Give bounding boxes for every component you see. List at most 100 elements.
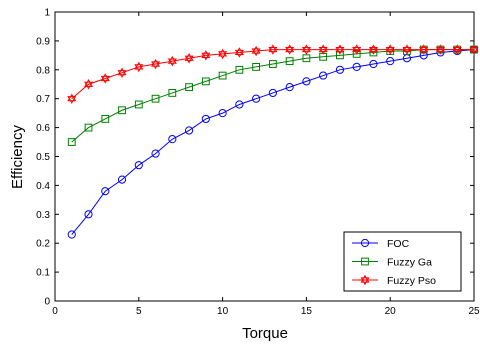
data-point-fuzzy-pso-down	[151, 61, 161, 70]
data-point-fuzzy-pso	[301, 44, 311, 55]
y-tick-label: 1	[44, 8, 50, 19]
x-tick-label: 20	[385, 306, 397, 317]
data-point-fuzzy-ga	[369, 48, 378, 57]
data-point-fuzzy-pso-down	[167, 58, 177, 67]
data-point-fuzzy-pso	[469, 44, 479, 55]
data-point-fuzzy-pso-up	[318, 44, 328, 53]
data-point-fuzzy-pso-down	[435, 46, 445, 55]
data-point-fuzzy-pso	[84, 79, 94, 90]
data-point-fuzzy-pso	[167, 55, 177, 67]
legend-label-fuzzy-ga: Fuzzy Ga	[387, 256, 432, 268]
data-point-foc	[352, 62, 361, 72]
y-tick-label: 0.5	[36, 152, 50, 163]
data-point-fuzzy-pso-up	[368, 44, 378, 53]
data-point-fuzzy-pso-up	[268, 44, 278, 53]
data-point-fuzzy-pso-down	[84, 81, 94, 90]
data-point-fuzzy-pso	[218, 48, 228, 60]
data-point-foc	[218, 109, 227, 118]
x-tick-label: 0	[52, 306, 58, 317]
data-point-fuzzy-pso-up	[117, 67, 127, 76]
data-point-fuzzy-ga	[352, 50, 361, 58]
data-point-fuzzy-pso-up	[201, 50, 211, 58]
data-point-fuzzy-pso-down	[100, 75, 110, 84]
data-point-fuzzy-ga	[101, 115, 110, 123]
data-point-fuzzy-pso-up	[100, 73, 110, 82]
y-tick-label: 0.1	[36, 268, 50, 279]
data-point-fuzzy-pso-down	[335, 46, 345, 55]
data-point-fuzzy-pso-up	[184, 53, 194, 61]
data-point-fuzzy-ga	[268, 60, 277, 68]
y-tick-label: 0	[44, 297, 50, 308]
data-point-fuzzy-ga	[67, 138, 76, 146]
data-point-fuzzy-pso-down	[352, 46, 362, 55]
data-point-foc	[184, 126, 194, 135]
data-point-fuzzy-ga	[134, 100, 143, 109]
legend-label-foc: FOC	[387, 238, 410, 250]
data-point-foc	[101, 187, 110, 196]
data-point-fuzzy-ga	[285, 57, 294, 66]
data-point-fuzzy-pso-up	[301, 44, 311, 53]
x-tick-label: 10	[217, 306, 229, 317]
legend-marker-fuzzy-pso-up	[360, 274, 370, 283]
legend: FOC Fuzzy Ga Fuzzy Pso	[343, 231, 462, 292]
y-tick-label: 0.4	[36, 181, 50, 192]
data-point-fuzzy-pso-up	[251, 45, 261, 54]
data-point-fuzzy-pso-up	[234, 47, 244, 56]
data-point-fuzzy-pso-down	[402, 46, 412, 55]
data-point-fuzzy-pso-down	[385, 46, 395, 55]
data-point-foc	[117, 175, 127, 184]
legend-marker-fuzzy-pso-down	[360, 277, 370, 286]
data-point-fuzzy-pso-down	[452, 46, 462, 55]
data-point-fuzzy-pso	[285, 44, 295, 55]
data-point-fuzzy-pso-down	[301, 46, 311, 55]
y-tick-label: 0.2	[36, 239, 50, 250]
y-tick-label: 0.8	[36, 65, 50, 76]
data-point-fuzzy-pso-down	[419, 46, 429, 55]
data-point-fuzzy-pso	[151, 58, 161, 70]
data-point-fuzzy-pso-up	[419, 44, 429, 53]
data-point-fuzzy-pso-down	[285, 46, 295, 55]
data-point-fuzzy-ga	[84, 123, 93, 132]
y-tick-label: 0.9	[36, 36, 50, 47]
data-point-fuzzy-pso-down	[469, 46, 479, 55]
legend-marker-foc	[360, 238, 370, 248]
data-point-foc	[235, 100, 244, 109]
data-point-fuzzy-pso-down	[117, 70, 127, 78]
data-point-fuzzy-pso-up	[402, 44, 412, 53]
data-point-fuzzy-pso-down	[201, 52, 211, 61]
data-point-fuzzy-pso	[201, 50, 211, 61]
data-point-fuzzy-pso-down	[234, 49, 244, 58]
data-point-fuzzy-pso-up	[151, 58, 161, 67]
data-point-fuzzy-ga	[235, 65, 244, 74]
series-line-fuzzy-pso	[71, 49, 474, 100]
data-point-foc	[201, 114, 210, 124]
data-point-fuzzy-pso	[452, 44, 462, 55]
data-point-fuzzy-pso	[117, 67, 127, 78]
data-point-fuzzy-pso-up	[435, 44, 445, 53]
data-point-fuzzy-pso-down	[134, 64, 144, 73]
data-point-fuzzy-ga	[168, 89, 177, 97]
data-point-fuzzy-pso	[435, 44, 445, 55]
data-point-fuzzy-ga	[185, 83, 193, 92]
data-point-fuzzy-pso	[385, 44, 395, 55]
data-point-fuzzy-pso-down	[184, 55, 194, 64]
data-point-fuzzy-pso-down	[318, 46, 328, 55]
plot-area: 0 5 10 15 20 25 0 0.1 0.2 0.3 0.4 0.5 0.6 0.7 0.8 0.9 1	[36, 8, 480, 318]
data-point-fuzzy-pso	[184, 53, 194, 64]
data-point-fuzzy-ga	[252, 63, 261, 71]
data-point-fuzzy-pso-down	[268, 46, 278, 55]
data-point-foc	[386, 57, 395, 66]
legend-marker-fuzzy-ga	[361, 257, 369, 266]
series-line-foc	[71, 49, 475, 235]
data-point-fuzzy-ga	[151, 94, 160, 103]
data-point-fuzzy-pso	[419, 44, 429, 55]
data-point-fuzzy-pso-up	[67, 93, 77, 102]
data-point-fuzzy-pso-up	[452, 44, 462, 53]
data-point-fuzzy-pso-down	[67, 96, 77, 104]
data-point-foc	[151, 149, 160, 158]
data-point-foc	[335, 65, 345, 74]
data-point-foc	[252, 94, 261, 103]
data-point-fuzzy-pso-up	[385, 44, 395, 53]
data-point-fuzzy-pso	[368, 44, 378, 55]
x-tick-label: 25	[468, 306, 480, 317]
